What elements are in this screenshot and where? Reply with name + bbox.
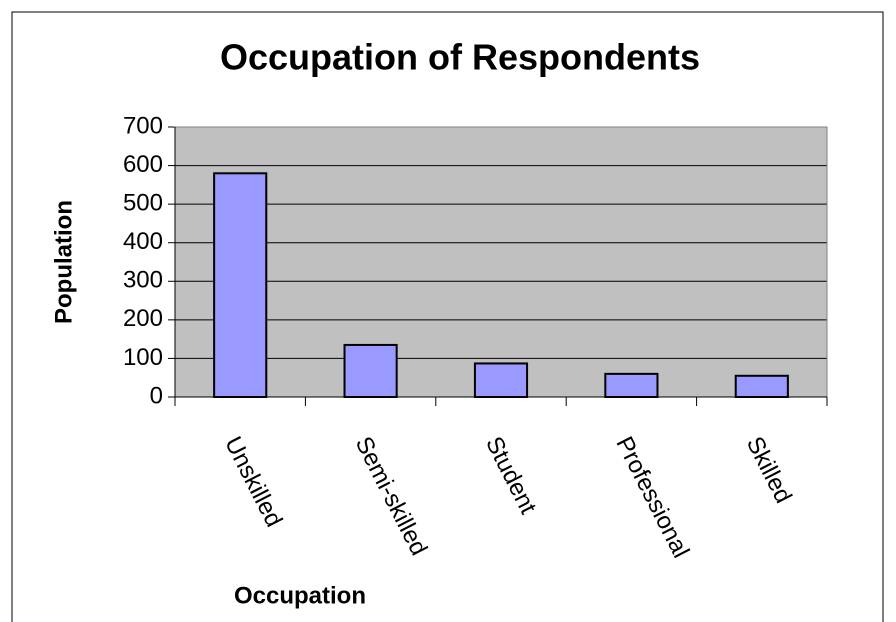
y-tick-label: 700 [123, 112, 163, 139]
y-tick-label: 600 [123, 151, 163, 178]
y-tick-label: 0 [150, 382, 163, 409]
chart-title: Occupation of Respondents [220, 37, 700, 78]
bar [213, 172, 268, 398]
bar [343, 343, 398, 398]
y-tick-label: 500 [123, 189, 163, 216]
bar [734, 374, 789, 398]
x-axis-label: Occupation [234, 582, 366, 609]
bar [604, 372, 659, 399]
y-tick-label: 300 [123, 267, 163, 294]
plot-area [175, 127, 827, 397]
y-tick-label: 200 [123, 305, 163, 332]
y-axis-label: Population [50, 200, 77, 324]
bar [473, 362, 529, 399]
y-tick-label: 100 [123, 344, 163, 371]
y-tick-label: 400 [123, 228, 163, 255]
